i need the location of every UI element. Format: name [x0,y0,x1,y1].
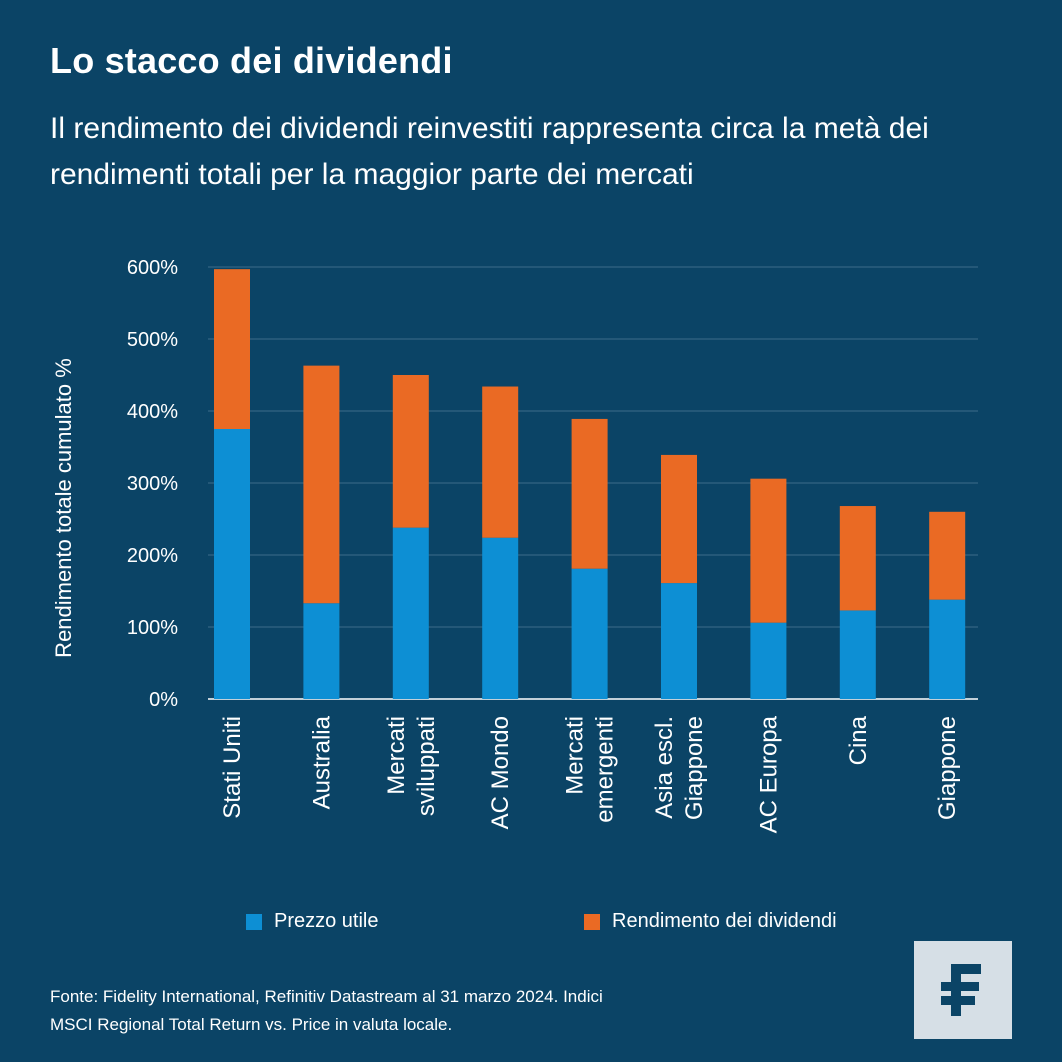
bar-price-mercati-emergenti [571,568,608,699]
y-tick-label: 100% [127,617,178,639]
bar-dividend-giappone [929,511,966,600]
chart-title: Lo stacco dei dividendi [50,40,453,81]
bar-dividend-mercati-emergenti [571,418,608,569]
y-axis-ticks: 0% 100% 200% 300% 400% 500% 600% [127,257,178,711]
bar-dividend-ac-mondo [482,386,519,538]
x-tick-label-ac-mondo: AC Mondo [487,716,514,829]
x-tick-label-asia-escl-giappone: Asia escl. [651,716,678,819]
x-tick-label-asia-escl-giappone: Giappone [681,716,708,820]
fidelity-logo [914,941,1012,1039]
y-tick-label: 0% [149,689,178,711]
x-tick-label-mercati-sviluppati: Mercati [383,716,410,795]
bar-dividend-mercati-sviluppati [392,375,429,528]
bar-price-stati-uniti [214,429,250,699]
x-tick-label-cina: Cina [845,715,872,765]
x-tick-label-ac-europa: AC Europa [755,715,782,833]
y-tick-label: 400% [127,401,178,423]
legend-swatch-dividend [584,913,600,930]
source-line-1: Fonte: Fidelity International, Refinitiv… [50,987,603,1006]
bar-price-ac-europa [750,622,787,699]
x-tick-label-stati-uniti: Stati Uniti [219,716,246,819]
y-tick-label: 200% [127,545,178,567]
bar-dividend-stati-uniti [214,269,250,429]
bar-dividend-australia [303,365,340,604]
bar-dividend-cina [839,506,876,611]
x-tick-label-mercati-emergenti: Mercati [562,716,589,795]
bar-price-asia-escl-giappone [661,583,697,699]
x-tick-label-mercati-sviluppati: sviluppati [413,716,440,816]
bar-price-ac-mondo [482,537,519,699]
x-tick-label-australia: Australia [308,715,335,809]
y-tick-label: 500% [127,329,178,351]
source-note: Fonte: Fidelity International, Refinitiv… [50,983,870,1039]
bar-dividend-asia-escl-giappone [661,454,697,584]
legend-item-price: Prezzo utile [246,910,379,933]
bar-dividend-ac-europa [750,478,787,623]
chart-subtitle: Il rendimento dei dividendi reinvestiti … [50,112,929,191]
bar-price-cina [839,610,876,699]
x-tick-label-giappone: Giappone [934,716,961,820]
y-tick-label: 600% [127,257,178,279]
x-axis-ticks: Stati Uniti Australia Mercati sviluppati AC … [219,715,961,833]
legend-label-dividend: Rendimento dei dividendi [612,910,837,932]
legend-swatch-price [246,913,262,930]
source-line-2: MSCI Regional Total Return vs. Price in … [50,1015,453,1034]
legend-item-dividend: Rendimento dei dividendi [584,910,837,933]
bar-price-mercati-sviluppati [392,527,429,699]
legend-label-price: Prezzo utile [274,910,379,932]
bars [214,269,966,699]
y-tick-label: 300% [127,473,178,495]
bar-price-giappone [929,599,966,699]
fidelity-logo-icon [941,964,981,1016]
x-tick-label-mercati-emergenti: emergenti [592,716,619,823]
bar-price-australia [303,603,340,699]
